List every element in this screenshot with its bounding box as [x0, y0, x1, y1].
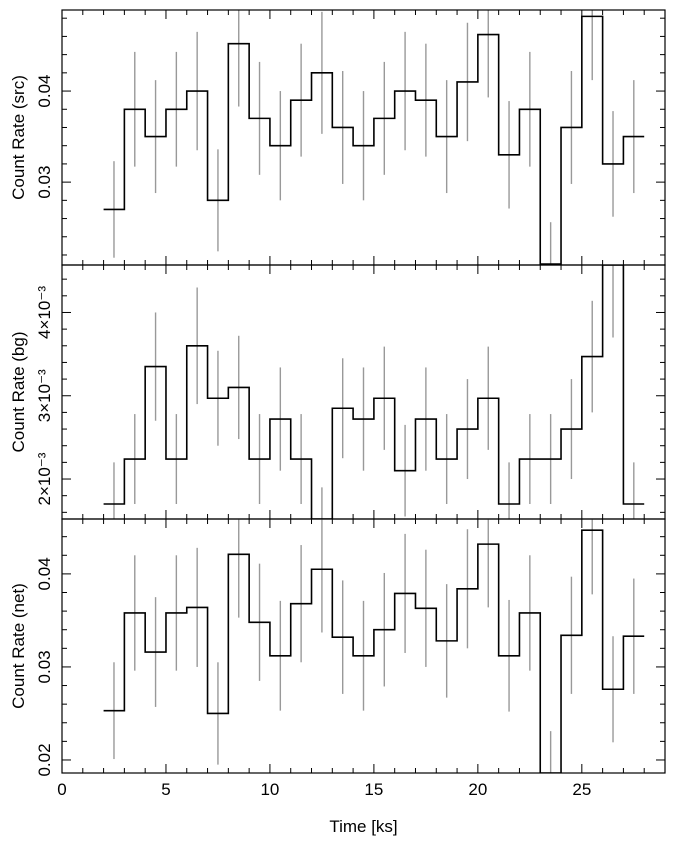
x-tick-label-0: 0	[57, 780, 66, 799]
x-tick-label-4: 20	[468, 780, 487, 799]
y-tick-label-src-0: 0.03	[35, 166, 54, 199]
y-axis-title-net: Count Rate (net)	[9, 583, 28, 709]
panel-src: 0.03 0.04 Count Rate (src)	[9, 9, 666, 266]
y-tick-label-src-1: 0.04	[35, 75, 54, 108]
y-axis-title-bg: Count Rate (bg)	[9, 332, 28, 453]
y-axis-title-src: Count Rate (src)	[9, 75, 28, 200]
y-tick-label-net-2: 0.04	[35, 557, 54, 590]
x-axis-title: Time [ks]	[329, 817, 397, 836]
y-tick-label-net-1: 0.03	[35, 650, 54, 683]
step-line-net	[103, 529, 645, 773]
x-tick-label-1: 5	[161, 780, 170, 799]
panel-net: 0.02 0.03 0.04 Count Rate (net)	[9, 518, 666, 777]
x-tick-label-5: 25	[572, 780, 591, 799]
x-tick-label-2: 10	[260, 780, 279, 799]
step-line-src	[103, 15, 645, 265]
error-bars-bg	[113, 265, 635, 519]
panel-bg: 2×10⁻³ 3×10⁻³ 4×10⁻³ Count Rate (bg)	[9, 264, 666, 520]
step-line-bg	[103, 265, 645, 519]
y-tick-label-bg-1: 3×10⁻³	[35, 369, 54, 422]
panel-frame-net	[61, 518, 666, 774]
y-tick-label-bg-2: 4×10⁻³	[35, 286, 54, 339]
x-tick-label-3: 15	[364, 780, 383, 799]
y-tick-label-bg-0: 2×10⁻³	[35, 452, 54, 505]
y-tick-label-net-0: 0.02	[35, 743, 54, 776]
